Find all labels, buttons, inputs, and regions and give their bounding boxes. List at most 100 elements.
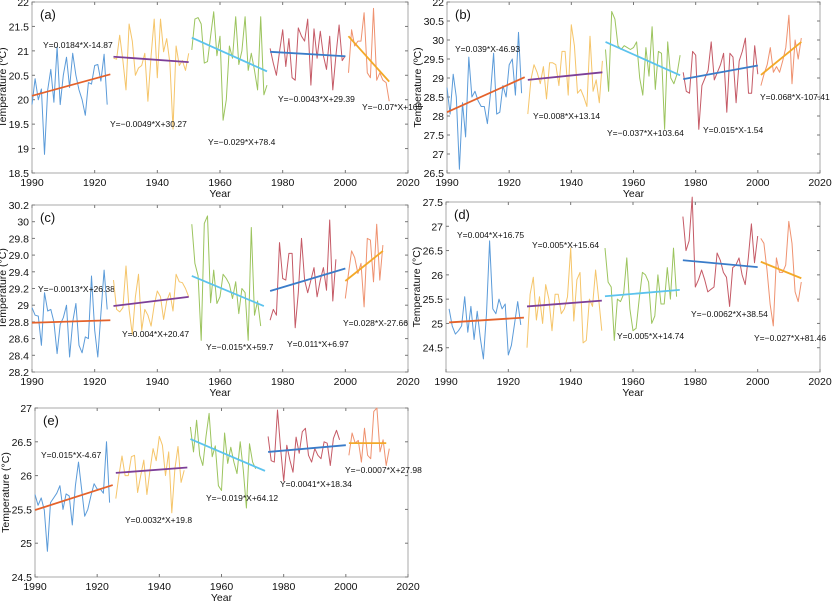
trend-equation-label: Y=0.004*X+20.47 xyxy=(122,329,189,339)
y-tick-label: 26 xyxy=(20,471,32,483)
temperature-series-line-2 xyxy=(526,247,603,348)
trend-line-1 xyxy=(449,316,524,324)
x-tick-label: 1940 xyxy=(559,376,583,388)
y-tick-label: 19 xyxy=(17,144,29,156)
trend-line-5 xyxy=(347,35,390,83)
temperature-series-line-5 xyxy=(760,220,802,327)
x-tick-label: 2020 xyxy=(808,177,832,189)
trend-line-1 xyxy=(34,484,113,511)
y-tick-label: 25.5 xyxy=(423,294,444,306)
x-tick-label: 1940 xyxy=(146,177,170,189)
x-tick-label: 1990 xyxy=(20,376,44,388)
panel-label: (c) xyxy=(40,210,55,225)
x-tick-label: 1960 xyxy=(622,177,646,189)
y-tick-label: 26 xyxy=(431,270,443,282)
y-tick-label: 28.2 xyxy=(9,367,30,379)
x-tick-label: 2000 xyxy=(334,376,358,388)
trend-equation-label: Y=0.0032*X+19.8 xyxy=(125,515,192,525)
y-tick-label: 28.8 xyxy=(9,317,30,329)
y-tick-label: 27 xyxy=(432,149,444,161)
x-tick-label: 2000 xyxy=(746,376,770,388)
y-tick-label: 22 xyxy=(17,0,29,9)
temperature-series-line-4 xyxy=(682,37,759,130)
y-tick-label: 28 xyxy=(432,111,444,123)
trend-line-4 xyxy=(682,259,758,268)
temperature-series-line-2 xyxy=(113,18,190,130)
trend-equation-label: Y=−0.0049*X+30.27 xyxy=(110,119,187,129)
panel-b: 1990 1920 1940 1960 1980 2000 2020 26.5 27 27.5 28… xyxy=(412,0,832,200)
x-tick-label: 2000 xyxy=(334,177,358,189)
trend-line-3 xyxy=(191,275,265,307)
x-tick-label: 1990 xyxy=(20,177,44,189)
y-tick-label: 30 xyxy=(432,35,444,47)
x-tick-label: 1980 xyxy=(272,581,296,593)
temperature-series-line-1 xyxy=(448,240,522,360)
panel-label: (a) xyxy=(40,7,56,22)
x-axis-label: Year xyxy=(211,592,233,603)
y-tick-label: 29.4 xyxy=(9,267,30,279)
y-tick-label: 29.5 xyxy=(424,54,445,66)
trend-equation-label: Y=0.015*X-1.54 xyxy=(703,125,764,135)
temperature-series-line-3 xyxy=(605,11,681,130)
temperature-series-line-5 xyxy=(344,223,384,308)
y-tick-label: 28.6 xyxy=(9,334,30,346)
x-tick-label: 1920 xyxy=(83,177,107,189)
trend-equation-label: Y=−0.015*X+59.7 xyxy=(206,342,274,352)
x-tick-label: 1980 xyxy=(271,177,295,189)
y-tick-label: 21.5 xyxy=(9,21,30,33)
trend-line-5 xyxy=(760,41,802,76)
temperature-series-line-1 xyxy=(31,269,108,358)
x-tick-label: 1940 xyxy=(560,177,584,189)
trend-line-3 xyxy=(604,289,680,298)
plot-frame xyxy=(445,201,821,373)
x-tick-label: 1920 xyxy=(497,177,521,189)
x-axis-label: Year xyxy=(209,188,231,200)
x-tick-label: 1920 xyxy=(83,376,107,388)
x-tick-label: 1960 xyxy=(208,177,232,189)
panel-label: (e) xyxy=(43,413,59,428)
x-tick-label: 1990 xyxy=(434,376,458,388)
temperature-series-line-5 xyxy=(760,14,802,86)
trend-equation-label: Y=0.011*X+6.97 xyxy=(287,339,349,349)
panel-label: (d) xyxy=(454,207,470,222)
temperature-series-line-5 xyxy=(348,407,390,466)
trend-line-4 xyxy=(269,267,346,292)
y-axis-label: Temperature (°C) xyxy=(0,248,9,329)
x-tick-label: 2020 xyxy=(396,376,420,388)
panel-a: 1990 1920 1940 1960 1980 2000 2020 18.5 19 19.5 20… xyxy=(0,0,423,200)
temperature-series-line-4 xyxy=(267,409,341,482)
y-tick-label: 28.4 xyxy=(9,350,30,362)
x-tick-label: 2000 xyxy=(334,581,358,593)
y-tick-label: 29.2 xyxy=(9,284,30,296)
temperature-series-line-2 xyxy=(115,435,185,514)
x-tick-label: 2020 xyxy=(808,376,832,388)
temperature-series-line-4 xyxy=(269,219,337,329)
trend-equation-label: Y=−0.037*X+103.64 xyxy=(607,128,684,138)
trend-equation-label: Y=0.028*X-27.66 xyxy=(343,318,408,328)
y-tick-label: 24.5 xyxy=(12,572,33,584)
trend-line-2 xyxy=(113,55,189,63)
trend-equation-label: Y=0.0184*X-14.87 xyxy=(43,40,113,50)
y-tick-label: 29 xyxy=(17,300,29,312)
x-tick-label: 1920 xyxy=(497,376,521,388)
panel-e: 1990 1920 1940 1960 1980 2000 2020 24.5 25 25.5 26… xyxy=(0,403,422,603)
y-tick-label: 27.5 xyxy=(423,197,444,209)
x-tick-label: 2020 xyxy=(396,581,420,593)
temperature-series-line-1 xyxy=(446,31,523,170)
y-axis-label: Temperature (ºC) xyxy=(0,47,9,127)
y-tick-label: 27.5 xyxy=(424,130,445,142)
y-tick-label: 24.5 xyxy=(423,343,444,355)
y-tick-label: 26.5 xyxy=(12,437,33,449)
trend-line-3 xyxy=(190,438,266,472)
panel-d: 1990 1920 1940 1960 1980 2000 2020 24.5 25 25.5 26… xyxy=(411,196,832,399)
x-axis-label: Year xyxy=(623,188,645,200)
trend-line-5 xyxy=(344,250,384,282)
trend-equation-label: Y=−0.027*X+81.46 xyxy=(754,333,826,343)
trend-equation-label: Y=−0.07*X+165 xyxy=(362,102,423,112)
trend-line-2 xyxy=(527,71,603,81)
y-tick-label: 25 xyxy=(431,318,443,330)
y-tick-label: 27 xyxy=(431,221,443,233)
y-tick-label: 25 xyxy=(20,538,32,550)
panel-label: (b) xyxy=(455,7,471,22)
trend-line-1 xyxy=(31,73,111,97)
